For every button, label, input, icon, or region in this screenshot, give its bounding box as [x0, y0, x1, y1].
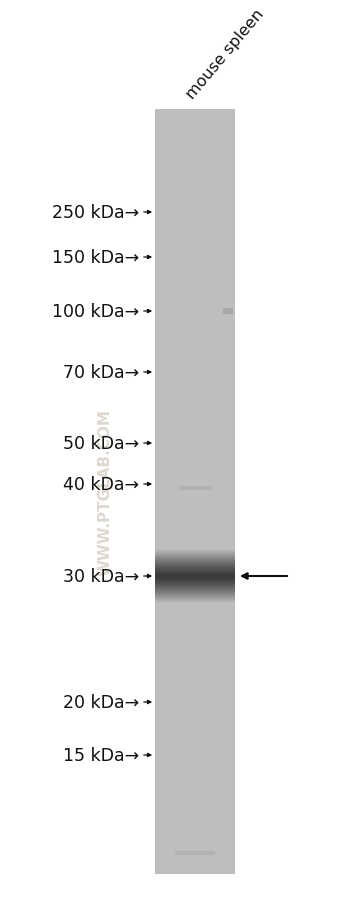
Bar [175, 851, 215, 855]
Bar [179, 486, 211, 491]
Text: mouse spleen: mouse spleen [183, 6, 267, 102]
Text: 40 kDa→: 40 kDa→ [63, 475, 139, 493]
Text: 30 kDa→: 30 kDa→ [63, 567, 139, 585]
Text: 150 kDa→: 150 kDa→ [52, 249, 139, 267]
Bar [223, 308, 233, 315]
Text: 250 kDa→: 250 kDa→ [52, 204, 139, 222]
Text: 100 kDa→: 100 kDa→ [52, 303, 139, 320]
Bar [155, 110, 235, 874]
Text: 15 kDa→: 15 kDa→ [63, 746, 139, 764]
Text: 50 kDa→: 50 kDa→ [63, 435, 139, 453]
Text: WWW.PTGLAB.COM: WWW.PTGLAB.COM [98, 409, 112, 575]
Text: 20 kDa→: 20 kDa→ [63, 694, 139, 711]
Text: 70 kDa→: 70 kDa→ [63, 364, 139, 382]
